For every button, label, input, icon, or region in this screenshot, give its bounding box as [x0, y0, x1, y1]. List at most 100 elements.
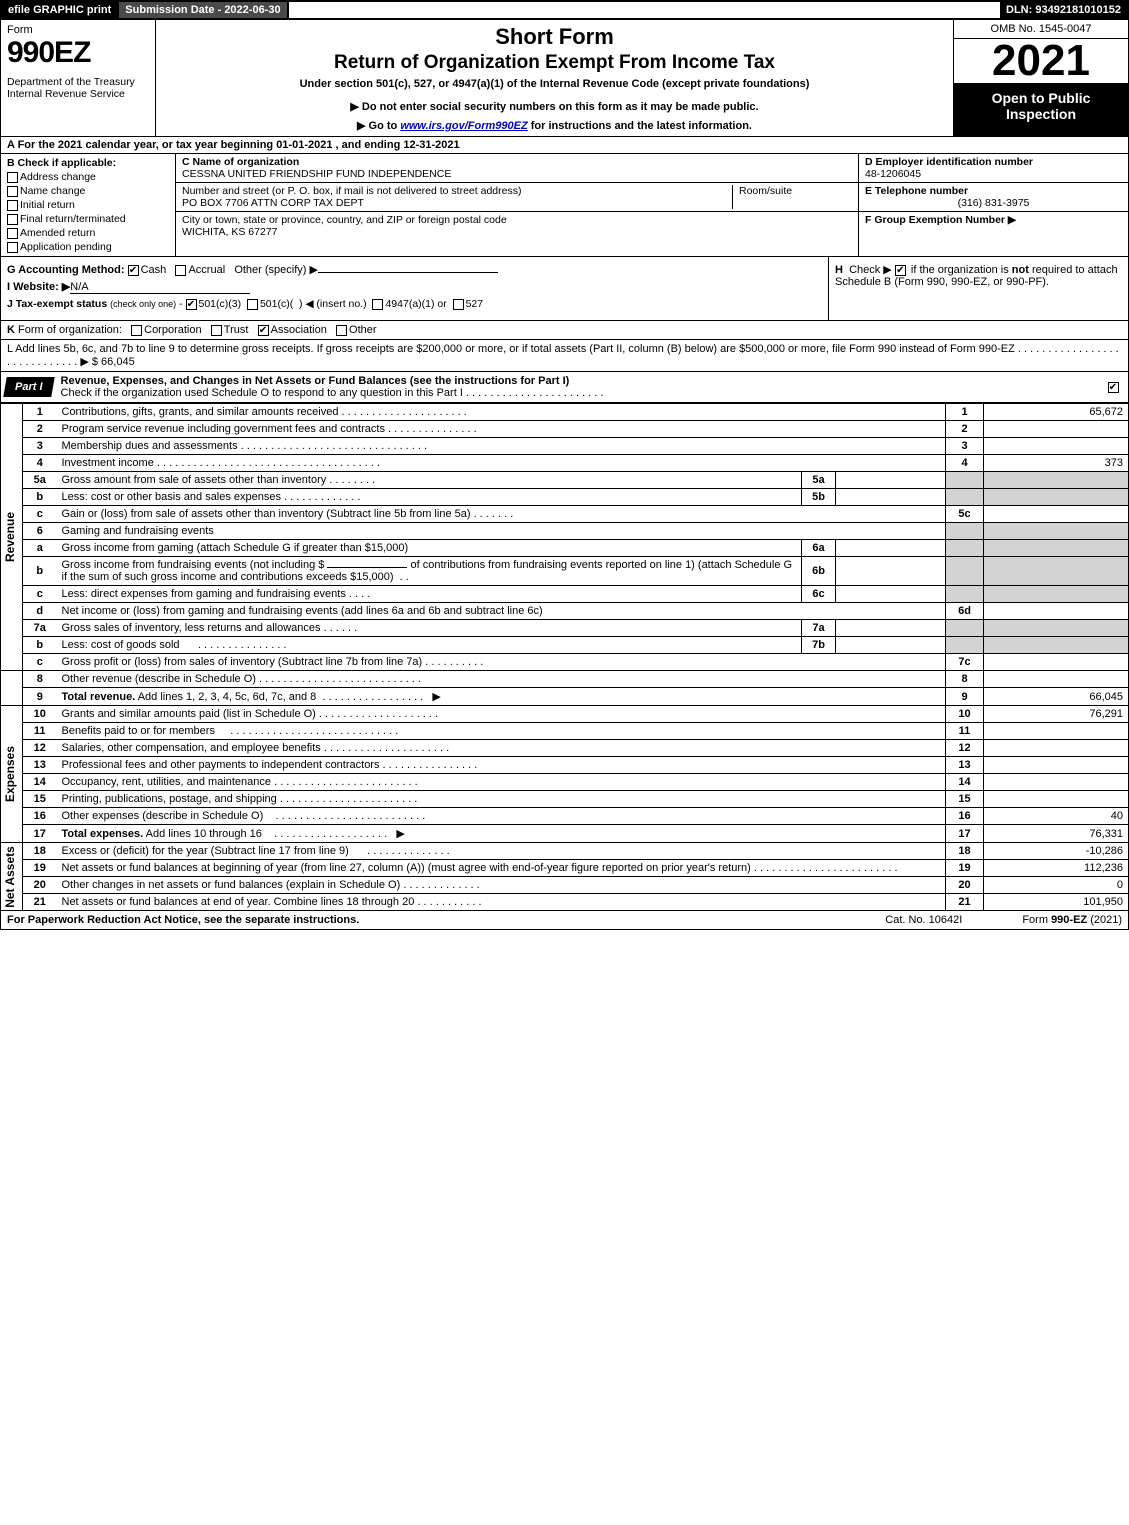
sidebar-expenses: Expenses	[1, 706, 23, 843]
e-label: E Telephone number	[865, 185, 968, 197]
line-7b-desc: Less: cost of goods sold . . . . . . . .…	[57, 637, 802, 654]
form-word: Form	[7, 24, 149, 36]
line-19-desc: Net assets or fund balances at beginning…	[57, 860, 946, 877]
irs-link[interactable]: www.irs.gov/Form990EZ	[400, 120, 527, 132]
section-g: G Accounting Method: Cash Accrual Other …	[7, 263, 822, 276]
check-corporation[interactable]	[131, 325, 142, 336]
check-name-change[interactable]: Name change	[7, 185, 169, 197]
section-a-period: A For the 2021 calendar year, or tax yea…	[0, 137, 1129, 154]
check-address-change[interactable]: Address change	[7, 171, 169, 183]
line-8-desc: Other revenue (describe in Schedule O) .…	[57, 671, 946, 688]
section-i: I Website: ▶N/A	[7, 280, 822, 294]
line-6b-desc: Gross income from fundraising events (no…	[57, 557, 802, 586]
line-17-desc: Total expenses. Add lines 10 through 16 …	[57, 825, 946, 843]
check-trust[interactable]	[211, 325, 222, 336]
line-3-desc: Membership dues and assessments . . . . …	[57, 438, 946, 455]
line-9-desc: Total revenue. Add lines 1, 2, 3, 4, 5c,…	[57, 688, 946, 706]
c-street-label: Number and street (or P. O. box, if mail…	[182, 185, 521, 197]
c-name-label: C Name of organization	[182, 156, 299, 168]
check-cash[interactable]	[128, 265, 139, 276]
section-j: J Tax-exempt status (check only one) - 5…	[7, 298, 822, 310]
submission-date: Submission Date - 2022-06-30	[119, 2, 288, 18]
line-18-desc: Excess or (deficit) for the year (Subtra…	[57, 843, 946, 860]
open-inspection: Open to Public Inspection	[954, 84, 1128, 136]
sections-b-through-f: B Check if applicable: Address change Na…	[0, 154, 1129, 257]
part1-table: Revenue 1 Contributions, gifts, grants, …	[0, 403, 1129, 911]
line-5a-desc: Gross amount from sale of assets other t…	[57, 472, 802, 489]
line-5a-val	[836, 472, 946, 489]
line-20-desc: Other changes in net assets or fund bala…	[57, 877, 946, 894]
sidebar-netassets: Net Assets	[1, 843, 23, 911]
top-bar: efile GRAPHIC print Submission Date - 20…	[0, 0, 1129, 20]
check-amended-return[interactable]: Amended return	[7, 227, 169, 239]
section-f: F Group Exemption Number ▶	[859, 212, 1128, 256]
line-1-num: 1	[23, 404, 57, 421]
line-6a-desc: Gross income from gaming (attach Schedul…	[57, 540, 802, 557]
check-501c[interactable]	[247, 299, 258, 310]
gh-left: G Accounting Method: Cash Accrual Other …	[1, 257, 828, 320]
check-association[interactable]	[258, 325, 269, 336]
check-final-return[interactable]: Final return/terminated	[7, 213, 169, 225]
line-13-desc: Professional fees and other payments to …	[57, 757, 946, 774]
part1-header: Part I Revenue, Expenses, and Changes in…	[0, 372, 1129, 403]
section-k: K Form of organization: Corporation Trus…	[0, 321, 1129, 340]
city-value: WICHITA, KS 67277	[182, 226, 278, 238]
efile-print-label: efile GRAPHIC print	[2, 2, 119, 18]
street-value: PO BOX 7706 ATTN CORP TAX DEPT	[182, 197, 364, 209]
line-10-desc: Grants and similar amounts paid (list in…	[57, 706, 946, 723]
section-b-label: B Check if applicable:	[7, 157, 169, 169]
header-left: Form 990EZ Department of the Treasury In…	[1, 20, 156, 136]
section-h: H Check ▶ if the organization is not req…	[828, 257, 1128, 320]
website-value: N/A	[70, 281, 250, 294]
line-1-val: 65,672	[984, 404, 1129, 421]
part1-schedule-o-check[interactable]	[1100, 381, 1128, 393]
header-right: OMB No. 1545-0047 2021 Open to Public In…	[953, 20, 1128, 136]
line-6c-desc: Less: direct expenses from gaming and fu…	[57, 586, 802, 603]
line-4-desc: Investment income . . . . . . . . . . . …	[57, 455, 946, 472]
line-21-desc: Net assets or fund balances at end of ye…	[57, 894, 946, 911]
sections-g-through-j: G Accounting Method: Cash Accrual Other …	[0, 257, 1129, 321]
section-d: D Employer identification number 48-1206…	[859, 154, 1128, 183]
warning-goto: ▶ Go to www.irs.gov/Form990EZ for instru…	[164, 119, 945, 132]
form-header: Form 990EZ Department of the Treasury In…	[0, 20, 1129, 137]
section-c: C Name of organization CESSNA UNITED FRI…	[176, 154, 858, 256]
tax-year: 2021	[954, 39, 1128, 84]
d-label: D Employer identification number	[865, 156, 1033, 168]
header-center: Short Form Return of Organization Exempt…	[156, 20, 953, 136]
check-accrual[interactable]	[175, 265, 186, 276]
check-application-pending[interactable]: Application pending	[7, 241, 169, 253]
phone-value: (316) 831-3975	[865, 197, 1122, 209]
line-1-refnum: 1	[946, 404, 984, 421]
form-number: 990EZ	[7, 36, 149, 70]
city-row: City or town, state or province, country…	[176, 212, 858, 240]
page-footer: For Paperwork Reduction Act Notice, see …	[0, 911, 1129, 930]
line-1-desc: Contributions, gifts, grants, and simila…	[57, 404, 946, 421]
line-7c-desc: Gross profit or (loss) from sales of inv…	[57, 654, 946, 671]
check-527[interactable]	[453, 299, 464, 310]
line-15-desc: Printing, publications, postage, and shi…	[57, 791, 946, 808]
ein-value: 48-1206045	[865, 168, 921, 180]
footer-paperwork: For Paperwork Reduction Act Notice, see …	[7, 914, 359, 926]
room-suite: Room/suite	[732, 185, 852, 209]
line-14-desc: Occupancy, rent, utilities, and maintena…	[57, 774, 946, 791]
section-b: B Check if applicable: Address change Na…	[1, 154, 176, 256]
check-4947[interactable]	[372, 299, 383, 310]
warning-ssn: ▶ Do not enter social security numbers o…	[164, 100, 945, 113]
check-schedule-b[interactable]	[895, 265, 906, 276]
section-e: E Telephone number (316) 831-3975	[859, 183, 1128, 212]
part1-title: Revenue, Expenses, and Changes in Net As…	[53, 372, 1100, 402]
line-11-desc: Benefits paid to or for members . . . . …	[57, 723, 946, 740]
line-6d-desc: Net income or (loss) from gaming and fun…	[57, 603, 946, 620]
line-2-desc: Program service revenue including govern…	[57, 421, 946, 438]
footer-catno: Cat. No. 10642I	[885, 914, 962, 926]
title-short-form: Short Form	[164, 24, 945, 50]
line-5b-desc: Less: cost or other basis and sales expe…	[57, 489, 802, 506]
check-501c3[interactable]	[186, 299, 197, 310]
org-name-row: C Name of organization CESSNA UNITED FRI…	[176, 154, 858, 183]
check-initial-return[interactable]: Initial return	[7, 199, 169, 211]
subtitle-code: Under section 501(c), 527, or 4947(a)(1)…	[164, 78, 945, 90]
check-other-org[interactable]	[336, 325, 347, 336]
department-label: Department of the Treasury Internal Reve…	[7, 76, 149, 100]
street-row: Number and street (or P. O. box, if mail…	[176, 183, 858, 212]
line-7a-desc: Gross sales of inventory, less returns a…	[57, 620, 802, 637]
